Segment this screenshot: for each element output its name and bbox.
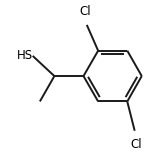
Text: HS: HS (17, 49, 33, 62)
Text: Cl: Cl (79, 5, 91, 18)
Text: Cl: Cl (130, 138, 142, 151)
